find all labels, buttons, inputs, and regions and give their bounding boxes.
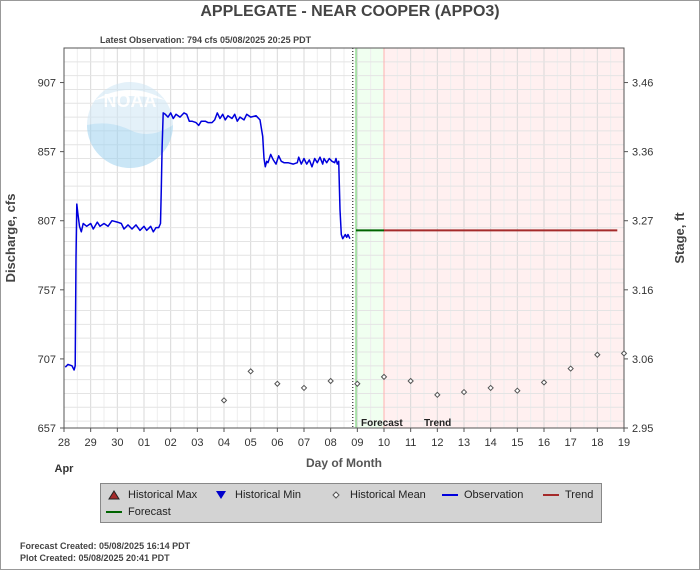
legend-label: Trend	[565, 489, 594, 501]
x-tick-label: 14	[485, 437, 497, 449]
historical-mean-point	[514, 387, 521, 394]
line-icon	[441, 489, 459, 501]
y-left-axis-label: Discharge, cfs	[3, 194, 18, 283]
noaa-logo-watermark: NOAA	[87, 82, 173, 168]
x-month-label: Apr	[55, 463, 75, 475]
historical-mean-point	[300, 384, 308, 392]
triangle-up-icon	[105, 489, 123, 501]
y-left-tick-label: 807	[38, 216, 56, 228]
historical-mean-point	[567, 365, 574, 372]
historical-mean-point	[434, 391, 441, 399]
legend-item: Historical Min	[212, 488, 301, 502]
x-tick-label: 13	[458, 437, 470, 449]
x-axis-label: Day of Month	[306, 456, 382, 470]
x-tick-label: 17	[565, 437, 577, 449]
legend-item: Historical Max	[105, 488, 197, 502]
y-right-axis-label: Stage, ft	[672, 212, 687, 264]
historical-mean-point	[620, 350, 628, 357]
line-icon	[105, 506, 123, 518]
x-tick-label: 05	[245, 437, 257, 449]
plot-border	[63, 47, 625, 429]
y-left-tick-label: 707	[38, 354, 56, 366]
forecast-created-text: Forecast Created: 05/08/2025 16:14 PDT	[20, 541, 191, 551]
y-left-tick-label: 757	[38, 285, 56, 297]
legend-label: Historical Min	[235, 489, 302, 501]
legend-item: Forecast	[105, 505, 171, 519]
legend-item: Historical Mean	[327, 488, 426, 502]
y-left-tick-label: 657	[38, 423, 56, 435]
noaa-logo-text: NOAA	[104, 91, 157, 111]
x-tick-label: 08	[325, 437, 337, 449]
y-left-tick-label: 857	[38, 147, 56, 159]
historical-mean-point	[354, 380, 361, 387]
x-tick-label: 29	[85, 437, 97, 449]
x-tick-label: 19	[618, 437, 630, 449]
series-layer	[64, 112, 628, 404]
forecast-region	[356, 48, 384, 428]
x-tick-label: 02	[165, 437, 177, 449]
historical-mean-point	[247, 368, 254, 375]
legend-label: Forecast	[128, 506, 171, 518]
latest-observation-text: Latest Observation: 794 cfs 05/08/2025 2…	[100, 35, 312, 45]
x-tick-label: 28	[58, 437, 70, 449]
x-tick-label: 12	[431, 437, 443, 449]
line-icon	[542, 489, 560, 501]
y-right-tick-label: 3.06	[632, 354, 653, 366]
y-right-tick-label: 3.27	[632, 216, 653, 228]
x-tick-label: 10	[378, 437, 390, 449]
historical-mean-point	[487, 384, 494, 392]
historical-mean-point	[380, 373, 388, 381]
legend-item: Observation	[441, 488, 523, 502]
y-right-tick-label: 3.46	[632, 78, 653, 90]
series-line-observation	[64, 112, 351, 371]
historical-mean-point	[540, 379, 548, 386]
x-tick-label: 16	[538, 437, 550, 449]
x-tick-label: 01	[138, 437, 150, 449]
x-tick-label: 06	[271, 437, 283, 449]
diamond-icon	[327, 489, 345, 501]
x-tick-label: 18	[591, 437, 603, 449]
legend: Historical Max Historical Min Historical M…	[100, 483, 602, 523]
trend-region-label: Trend	[424, 418, 451, 429]
historical-mean-point	[327, 377, 334, 385]
legend-label: Observation	[464, 489, 524, 501]
legend-label: Historical Mean	[350, 489, 426, 501]
y-right-tick-label: 3.36	[632, 147, 653, 159]
historical-mean-point	[407, 377, 414, 385]
historical-mean-point	[220, 397, 228, 404]
y-right-tick-label: 3.16	[632, 285, 653, 297]
axis-labels: 657 2.95 707 3.06 757 3.16 807 3.27 857 3.36 907 3.…	[3, 78, 687, 475]
plot-created-text: Plot Created: 05/08/2025 20:41 PDT	[20, 553, 170, 563]
x-tick-label: 09	[351, 437, 363, 449]
x-tick-label: 30	[111, 437, 123, 449]
legend-item: Trend	[542, 488, 593, 502]
legend-label: Historical Max	[128, 489, 198, 501]
historical-mean-point	[594, 351, 601, 358]
triangle-down-icon	[212, 489, 230, 501]
historical-mean-point	[274, 380, 281, 387]
x-tick-label: 07	[298, 437, 310, 449]
y-left-tick-label: 907	[38, 78, 56, 90]
y-right-tick-label: 2.95	[632, 423, 653, 435]
plot-axes	[60, 47, 628, 432]
forecast-region-label: Forecast	[361, 418, 403, 429]
historical-mean-point	[460, 388, 468, 396]
x-tick-label: 11	[405, 437, 416, 449]
x-tick-label: 15	[511, 437, 523, 449]
x-tick-label: 04	[218, 437, 230, 449]
x-tick-label: 03	[191, 437, 203, 449]
chart-title: APPLEGATE - NEAR COOPER (APPO3)	[200, 3, 500, 20]
